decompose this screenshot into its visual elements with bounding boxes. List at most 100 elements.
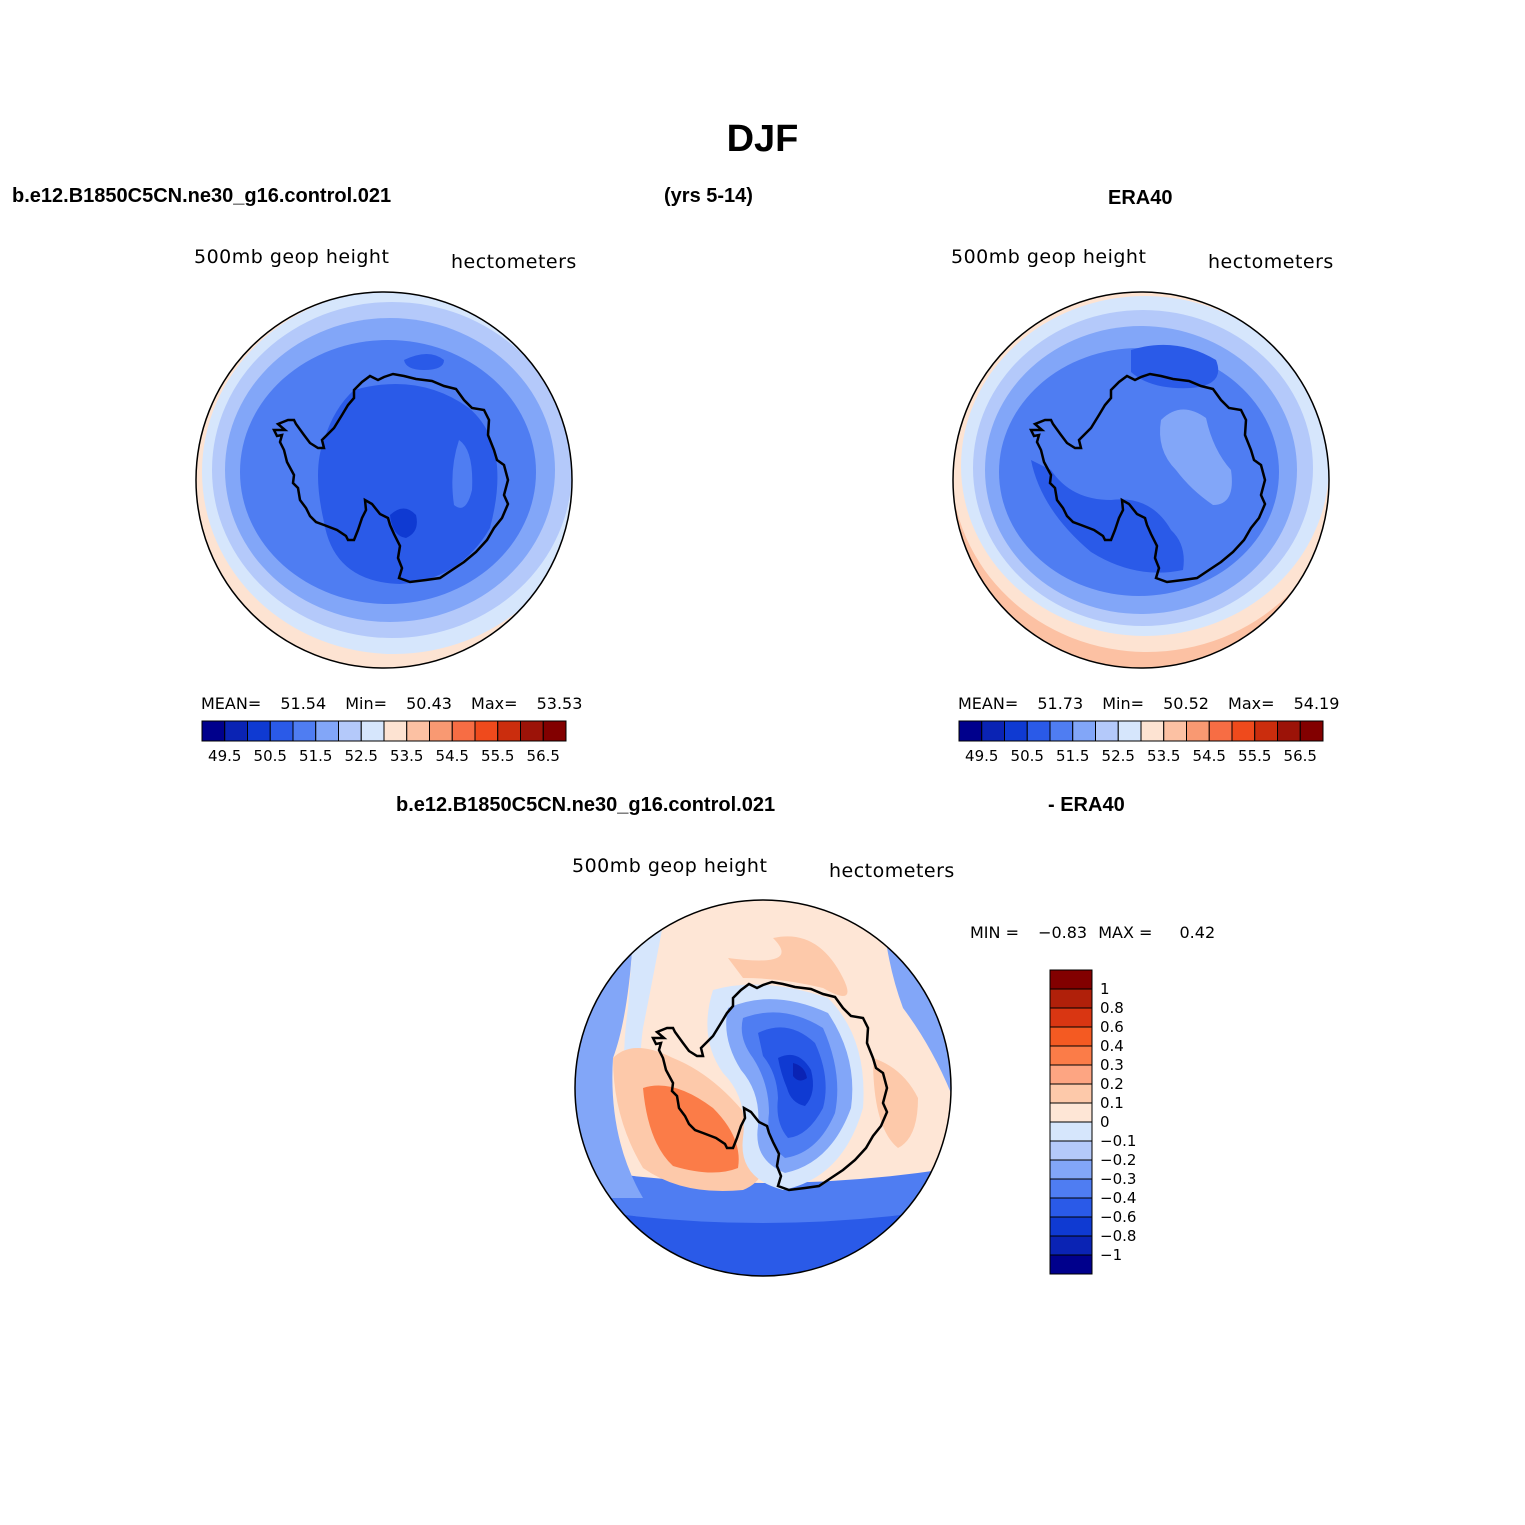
contour-band	[643, 1085, 739, 1173]
diff-case-name: b.e12.B1850C5CN.ne30_g16.control.021	[396, 794, 776, 816]
colorbar-tick-label: 0	[1100, 1113, 1110, 1131]
colorbar-swatch	[1049, 1178, 1093, 1199]
colorbar-swatch	[1049, 1254, 1093, 1275]
colorbar-swatch	[360, 720, 385, 742]
colorbar-tick-label: 0.6	[1100, 1018, 1124, 1036]
colorbar-tick-label: −0.6	[1100, 1208, 1136, 1226]
colorbar-tick-label: 0.3	[1100, 1056, 1124, 1074]
colorbar-tick-label: 52.5	[1102, 747, 1135, 765]
contour-band	[404, 354, 444, 370]
years-label: (yrs 5-14)	[664, 185, 753, 207]
mean-value: 51.73	[1037, 694, 1084, 713]
era40-variable-label: 500mb geop height	[951, 246, 1147, 268]
colorbar-swatch	[201, 720, 226, 742]
contour-band	[1131, 344, 1219, 389]
colorbar-swatch	[383, 720, 408, 742]
colorbar-tick-label: 54.5	[1193, 747, 1226, 765]
max-value: 54.19	[1293, 694, 1340, 713]
colorbar-swatch	[497, 720, 521, 742]
colorbar-tick-label: 56.5	[527, 747, 560, 765]
era40-case-name: ERA40	[1108, 187, 1173, 209]
colorbar-tick-label: 49.5	[208, 747, 241, 765]
colorbar-swatch	[269, 720, 294, 742]
colorbar-swatch	[981, 720, 1005, 742]
colorbar-swatch	[1049, 1121, 1093, 1142]
max-value: 0.42	[1179, 923, 1216, 942]
colorbar-swatch	[1095, 720, 1119, 742]
colorbar-tick-label: 54.5	[436, 747, 469, 765]
max-value: 53.53	[536, 694, 583, 713]
era40-colorbar: 49.5 50.5 51.5 52.5 53.5 54.5 55.5 56.5	[958, 720, 1324, 765]
colorbar-tick-label: −0.8	[1100, 1227, 1136, 1245]
colorbar-swatch	[1254, 720, 1278, 742]
contour-band	[1031, 460, 1184, 573]
colorbar-tick-label: −0.2	[1100, 1151, 1136, 1169]
colorbar-tick-label: 49.5	[965, 747, 998, 765]
colorbar-swatch	[542, 720, 567, 742]
model-stats: MEAN= 51.54 Min= 50.43 Max= 53.53	[201, 694, 582, 713]
colorbar-tick-label: 51.5	[299, 747, 332, 765]
colorbar-tick-label: −0.4	[1100, 1189, 1136, 1207]
colorbar-swatch	[1049, 1159, 1093, 1180]
colorbar-tick-label: 51.5	[1056, 747, 1089, 765]
contour-band	[390, 508, 417, 538]
era40-units-label: hectometers	[1208, 251, 1334, 273]
model-colorbar: 49.5 50.5 51.5 52.5 53.5 54.5 55.5 56.5	[201, 720, 567, 765]
colorbar-swatch	[1117, 720, 1142, 742]
max-label: MAX =	[1098, 923, 1153, 942]
colorbar-swatch	[1231, 720, 1256, 742]
colorbar-swatch	[1049, 1064, 1093, 1085]
colorbar-swatch	[1049, 988, 1093, 1009]
colorbar-swatch	[1049, 1235, 1093, 1256]
contour-band	[318, 384, 498, 584]
min-label: Min=	[345, 694, 388, 713]
colorbar-swatch	[1049, 1007, 1093, 1028]
diff-units-label: hectometers	[829, 860, 955, 882]
colorbar-swatch	[406, 720, 430, 742]
colorbar-tick-label: 0.2	[1100, 1075, 1124, 1093]
colorbar-tick-label: 50.5	[254, 747, 287, 765]
era40-polar-map	[952, 291, 1330, 669]
mean-value: 51.54	[280, 694, 327, 713]
colorbar-swatch	[1072, 720, 1096, 742]
colorbar-swatch	[1163, 720, 1187, 742]
model-units-label: hectometers	[451, 251, 577, 273]
colorbar-tick-label: −1	[1100, 1246, 1122, 1264]
colorbar-swatch	[1049, 1216, 1093, 1237]
max-label: Max=	[471, 694, 518, 713]
mean-label: MEAN=	[958, 694, 1019, 713]
colorbar-swatch	[315, 720, 339, 742]
contour-band	[1160, 409, 1232, 505]
colorbar-swatch	[1049, 720, 1074, 742]
colorbar-swatch	[1208, 720, 1233, 742]
colorbar-swatch	[1049, 1083, 1093, 1104]
contour-band	[883, 918, 951, 1098]
colorbar-swatch	[1049, 1197, 1093, 1218]
colorbar-swatch	[292, 720, 317, 742]
min-value: −0.83	[1038, 923, 1088, 942]
mean-label: MEAN=	[201, 694, 262, 713]
diff-polar-map	[574, 899, 952, 1277]
colorbar-swatch	[1049, 1026, 1093, 1047]
diff-minus-label: - ERA40	[1048, 794, 1125, 816]
max-label: Max=	[1228, 694, 1275, 713]
colorbar-tick-label: 55.5	[1238, 747, 1271, 765]
figure-title: DJF	[726, 118, 799, 160]
colorbar-swatch	[958, 720, 983, 742]
colorbar-tick-label: 1	[1100, 980, 1110, 998]
colorbar-tick-label: −0.1	[1100, 1132, 1136, 1150]
colorbar-swatch	[474, 720, 499, 742]
colorbar-tick-label: 0.4	[1100, 1037, 1124, 1055]
colorbar-swatch	[1049, 1045, 1093, 1066]
colorbar-tick-label: 55.5	[481, 747, 514, 765]
model-polar-map	[195, 291, 573, 669]
colorbar-swatch	[1026, 720, 1051, 742]
colorbar-swatch	[1186, 720, 1210, 742]
colorbar-tick-label: 53.5	[1147, 747, 1180, 765]
colorbar-tick-label: 0.1	[1100, 1094, 1124, 1112]
colorbar-swatch	[1049, 1102, 1093, 1123]
diff-colorbar: 10.80.60.40.30.20.10−0.1−0.2−0.3−0.4−0.6…	[1049, 969, 1136, 1275]
colorbar-swatch	[224, 720, 248, 742]
colorbar-swatch	[451, 720, 476, 742]
contour-band	[793, 1063, 807, 1081]
